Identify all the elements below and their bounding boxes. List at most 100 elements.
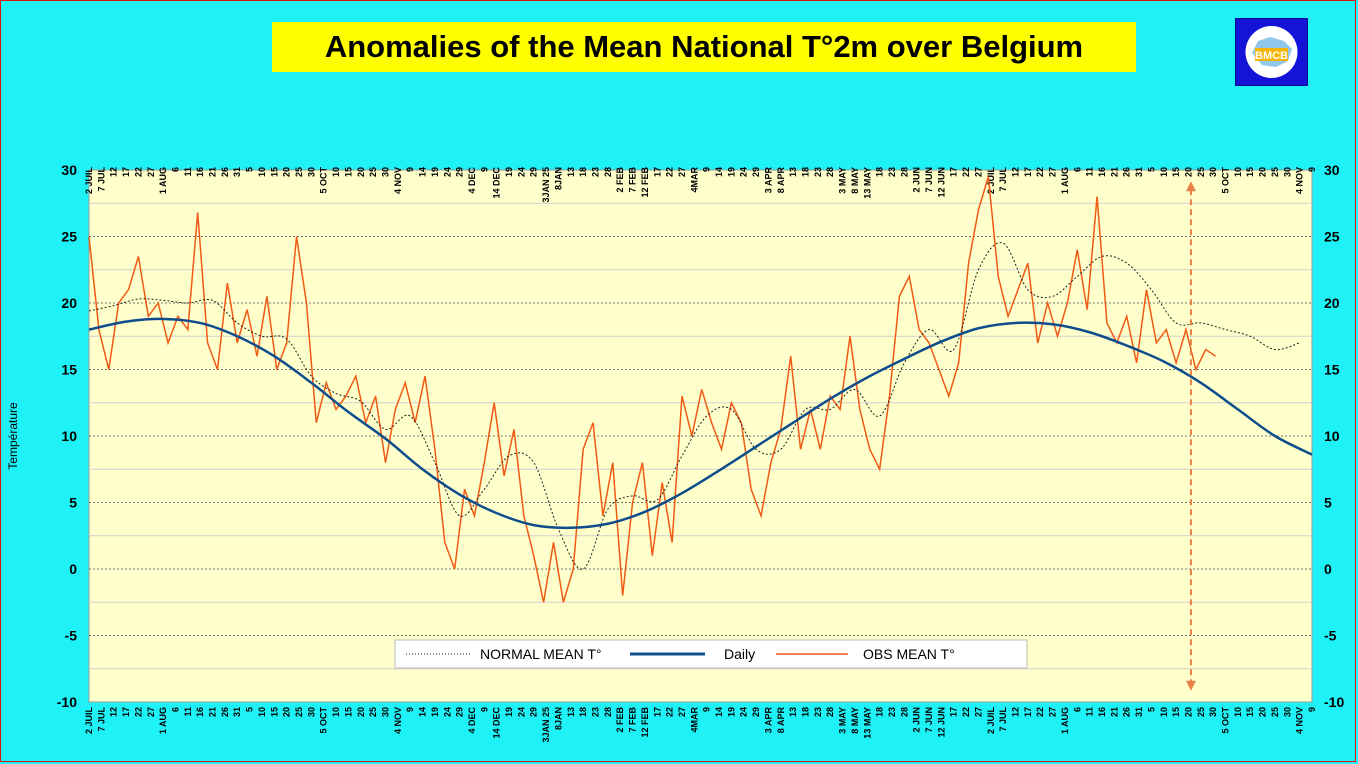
x-tick-label-bottom: 2 JUIL <box>986 707 996 735</box>
x-tick-label-top: 2 JUN <box>912 167 922 193</box>
plot-area <box>88 169 1313 703</box>
x-tick-label-top: 21 <box>1109 167 1119 177</box>
x-tick-label-bottom: 10 <box>1159 707 1169 717</box>
x-tick-label-bottom: 19 <box>504 707 514 717</box>
x-tick-label-top: 10 <box>331 167 341 177</box>
x-tick-label-bottom: 5 OCT <box>1221 707 1231 734</box>
y-tick-label-left: -10 <box>57 694 77 710</box>
x-tick-label-top: 5 <box>1146 167 1156 172</box>
x-tick-label-top: 4 DEC <box>467 167 477 194</box>
x-tick-label-bottom: 2 JUIL <box>84 707 94 735</box>
x-tick-label-top: 27 <box>146 167 156 177</box>
x-tick-label-top: 18 <box>801 167 811 177</box>
x-tick-label-bottom: 9 <box>405 707 415 712</box>
y-tick-label-right: -5 <box>1324 628 1337 644</box>
series-daily-line <box>88 317 1313 530</box>
x-tick-label-bottom: 12 JUN <box>936 707 946 738</box>
title-banner: Anomalies of the Mean National T°2m over… <box>272 22 1136 72</box>
x-tick-label-top: 4MAR <box>689 167 699 193</box>
x-tick-label-bottom: 8JAN <box>553 707 563 730</box>
x-tick-label-top: 22 <box>961 167 971 177</box>
x-tick-label-top: 25 <box>368 167 378 177</box>
x-tick-label-bottom: 18 <box>801 707 811 717</box>
x-tick-label-top: 12 FEB <box>640 167 650 198</box>
x-tick-label-top: 26 <box>1122 167 1132 177</box>
x-tick-label-top: 1 AUG <box>158 167 168 194</box>
x-tick-label-bottom: 7 FEB <box>628 707 638 733</box>
x-tick-label-bottom: 31 <box>1134 707 1144 717</box>
x-tick-label-bottom: 11 <box>183 707 193 717</box>
x-tick-label-bottom: 4 NOV <box>1295 707 1305 734</box>
x-tick-label-bottom: 19 <box>430 707 440 717</box>
x-tick-label-top: 22 <box>133 167 143 177</box>
x-tick-label-top: 31 <box>1134 167 1144 177</box>
x-tick-label-bottom: 2 FEB <box>615 707 625 733</box>
x-tick-label-top: 7 JUL <box>998 167 1008 192</box>
x-tick-label-top: 24 <box>739 167 749 177</box>
y-tick-label-right: 20 <box>1324 295 1340 311</box>
x-tick-label-top: 28 <box>825 167 835 177</box>
x-tick-label-top: 11 <box>1085 167 1095 177</box>
chart-title: Anomalies of the Mean National T°2m over… <box>324 29 1084 64</box>
x-tick-label-bottom: 22 <box>665 707 675 717</box>
x-tick-label-bottom: 24 <box>739 707 749 717</box>
x-tick-label-bottom: 22 <box>133 707 143 717</box>
x-tick-label-bottom: 3 APR <box>763 707 773 734</box>
x-tick-label-bottom: 7 JUN <box>924 707 934 733</box>
x-tick-label-top: 14 <box>418 167 428 177</box>
x-tick-label-bottom: 16 <box>195 707 205 717</box>
x-tick-label-top: 21 <box>208 167 218 177</box>
x-tick-label-bottom: 13 <box>788 707 798 717</box>
x-tick-label-top: 10 <box>1159 167 1169 177</box>
x-tick-label-top: 7 JUN <box>924 167 934 193</box>
x-tick-label-top: 30 <box>1208 167 1218 177</box>
x-tick-label-top: 12 <box>1011 167 1021 177</box>
x-tick-label-bottom: 20 <box>282 707 292 717</box>
x-tick-label-bottom: 22 <box>961 707 971 717</box>
x-tick-label-bottom: 4MAR <box>689 707 699 733</box>
x-tick-label-top: 9 <box>479 167 489 172</box>
x-tick-label-top: 16 <box>1097 167 1107 177</box>
x-tick-label-bottom: 9 <box>479 707 489 712</box>
x-tick-label-top: 2 JUIL <box>84 167 94 195</box>
x-tick-label-top: 25 <box>294 167 304 177</box>
x-tick-label-bottom: 24 <box>516 707 526 717</box>
x-tick-label-top: 1 AUG <box>1060 167 1070 194</box>
x-tick-label-top: 22 <box>1035 167 1045 177</box>
x-tick-label-bottom: 14 DEC <box>492 707 502 739</box>
x-tick-label-top: 20 <box>1258 167 1268 177</box>
x-tick-label-top: 3JAN 25 <box>541 167 551 203</box>
legend: NORMAL MEAN T° Daily OBS MEAN T° <box>394 639 1028 669</box>
x-tick-label-top: 19 <box>504 167 514 177</box>
x-tick-label-top: 24 <box>442 167 452 177</box>
x-tick-label-bottom: 15 <box>1245 707 1255 717</box>
x-tick-label-bottom: 29 <box>529 707 539 717</box>
y-tick-label-left: 15 <box>61 362 77 378</box>
legend-normal-label: NORMAL MEAN T° <box>480 646 602 662</box>
x-tick-label-bottom: 20 <box>356 707 366 717</box>
x-tick-label-top: 2 JUIL <box>986 167 996 195</box>
x-tick-label-top: 25 <box>1270 167 1280 177</box>
x-tick-label-bottom: 17 <box>1023 707 1033 717</box>
x-tick-label-bottom: 4 DEC <box>467 707 477 734</box>
x-tick-label-bottom: 3 MAY <box>838 707 848 734</box>
x-tick-label-top: 8JAN <box>553 167 563 190</box>
x-tick-label-bottom: 5 <box>245 707 255 712</box>
x-tick-label-top: 17 <box>949 167 959 177</box>
x-tick-label-top: 17 <box>652 167 662 177</box>
y-tick-label-left: 10 <box>61 428 77 444</box>
x-tick-label-bottom: 9 <box>702 707 712 712</box>
x-tick-label-bottom: 7 JUL <box>96 707 106 732</box>
x-tick-label-top: 14 DEC <box>492 167 502 199</box>
x-tick-label-top: 16 <box>195 167 205 177</box>
x-tick-label-bottom: 14 <box>418 707 428 717</box>
x-tick-label-top: 19 <box>430 167 440 177</box>
x-tick-label-bottom: 26 <box>220 707 230 717</box>
x-tick-label-bottom: 23 <box>813 707 823 717</box>
x-tick-label-top: 25 <box>1196 167 1206 177</box>
legend-daily-label: Daily <box>724 646 755 662</box>
x-tick-label-bottom: 5 <box>1146 707 1156 712</box>
x-tick-label-top: 4 NOV <box>1295 167 1305 194</box>
x-tick-label-bottom: 12 <box>109 707 119 717</box>
x-tick-label-top: 3 APR <box>763 167 773 194</box>
